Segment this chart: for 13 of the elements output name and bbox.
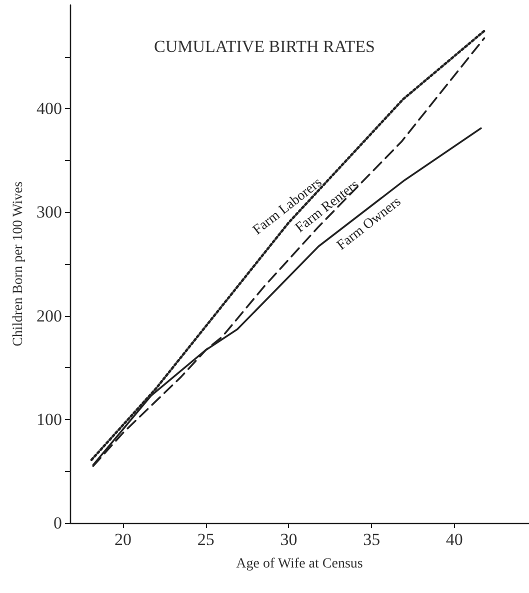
y-tick-label: 100	[36, 410, 62, 429]
x-axis-title: Age of Wife at Census	[236, 556, 363, 572]
text: CUMULATIVE BIRTH RATES	[154, 37, 375, 56]
y-tick-label: 200	[36, 306, 62, 326]
x-tick-label: 20	[114, 530, 132, 549]
x-tick-label: 25	[197, 530, 214, 549]
x-tick-label: 30	[280, 530, 298, 549]
x-tick-label: 40	[446, 530, 463, 549]
y-tick-label: 0	[54, 514, 62, 532]
y-tick-label: 400	[36, 99, 62, 118]
y-axis-title: Children Born per 100 Wives	[11, 182, 26, 346]
y-tick-label: 300	[36, 202, 62, 222]
x-tick-label: 35	[363, 530, 380, 549]
